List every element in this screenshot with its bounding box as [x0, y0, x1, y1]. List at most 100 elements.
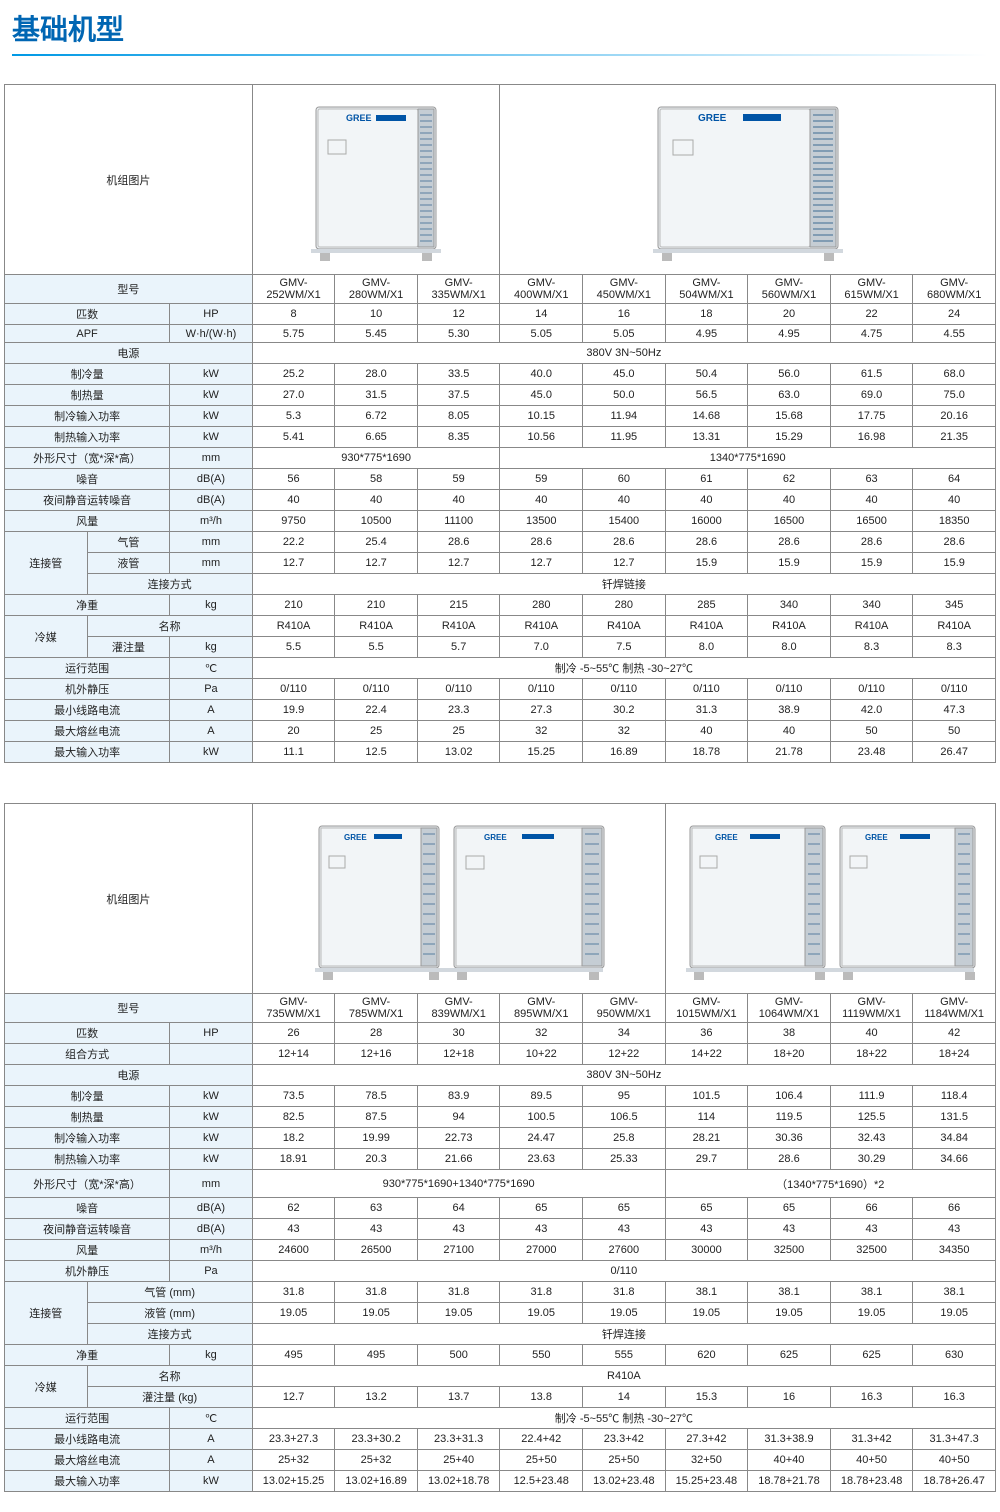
data-cell: 18.2 [252, 1128, 335, 1149]
row-label: 最大熔丝电流 [5, 721, 170, 742]
row-label: 夜间静音运转噪音 [5, 1219, 170, 1240]
data-cell: 0/110 [335, 679, 418, 700]
svg-text:GREE: GREE [344, 833, 367, 842]
data-cell: 47.3 [913, 700, 996, 721]
data-cell: 82.5 [252, 1107, 335, 1128]
data-cell: 31.3 [665, 700, 748, 721]
table-row: 风量m³/h9750105001110013500154001600016500… [5, 511, 996, 532]
data-cell: 10 [335, 304, 418, 325]
data-cell: 5.3 [252, 406, 335, 427]
data-cell: 13.31 [665, 427, 748, 448]
data-cell: 30 [417, 1023, 500, 1044]
data-cell: 13.02+23.48 [583, 1471, 666, 1492]
row-label: 制冷量 [5, 364, 170, 385]
data-cell: 83.9 [417, 1086, 500, 1107]
row-unit: Pa [170, 679, 253, 700]
data-cell: 66 [913, 1198, 996, 1219]
data-cell: 18+22 [830, 1044, 913, 1065]
data-cell: 31.5 [335, 385, 418, 406]
data-cell: 16500 [748, 511, 831, 532]
data-cell: 27.0 [252, 385, 335, 406]
data-cell: 25+32 [335, 1450, 418, 1471]
table-row: 最大熔丝电流A25+3225+3225+4025+5025+5032+5040+… [5, 1450, 996, 1471]
data-cell: 36 [665, 1023, 748, 1044]
row-unit: A [170, 1450, 253, 1471]
row-label: 制冷输入功率 [5, 1128, 170, 1149]
row-unit: W·h/(W·h) [170, 325, 253, 343]
data-cell: 62 [252, 1198, 335, 1219]
data-cell: 10.56 [500, 427, 583, 448]
data-cell: 18.78+23.48 [830, 1471, 913, 1492]
data-cell: 118.4 [913, 1086, 996, 1107]
data-cell: 40 [830, 490, 913, 511]
data-cell: 65 [665, 1198, 748, 1219]
data-cell: 25.2 [252, 364, 335, 385]
data-cell: 18+20 [748, 1044, 831, 1065]
data-cell: 22.4 [335, 700, 418, 721]
data-cell: 34 [583, 1023, 666, 1044]
data-cell: 32.43 [830, 1128, 913, 1149]
data-cell: 43 [665, 1219, 748, 1240]
data-cell: 32500 [830, 1240, 913, 1261]
data-cell: 43 [252, 1219, 335, 1240]
table-row: 匹数HP81012141618202224 [5, 304, 996, 325]
row-unit: dB(A) [170, 469, 253, 490]
svg-text:GREE: GREE [698, 113, 727, 124]
data-cell: 0/110 [748, 679, 831, 700]
data-cell: 25 [335, 721, 418, 742]
row-unit: HP [170, 304, 253, 325]
data-cell: 40 [665, 490, 748, 511]
data-cell: 40+50 [830, 1450, 913, 1471]
svg-text:GREE: GREE [484, 833, 507, 842]
data-cell: 56 [252, 469, 335, 490]
data-cell: 64 [913, 469, 996, 490]
table-row: 制冷输入功率kW18.219.9922.7324.4725.828.2130.3… [5, 1128, 996, 1149]
data-cell: 61.5 [830, 364, 913, 385]
data-cell: 59 [500, 469, 583, 490]
unit-img-large: GREE [500, 85, 996, 275]
data-cell: 100.5 [500, 1107, 583, 1128]
data-cell: 40 [748, 721, 831, 742]
unit-img-combo-2: GREE GREE [665, 804, 995, 994]
table-row: 制热量kW82.587.594100.5106.5114119.5125.513… [5, 1107, 996, 1128]
data-cell: 50.4 [665, 364, 748, 385]
data-cell: 87.5 [335, 1107, 418, 1128]
data-cell: 27600 [583, 1240, 666, 1261]
data-cell: 38.9 [748, 700, 831, 721]
data-cell: 61 [665, 469, 748, 490]
data-cell: 24.47 [500, 1128, 583, 1149]
data-cell: 4.55 [913, 325, 996, 343]
data-cell: 28.6 [748, 1149, 831, 1170]
data-cell: 18.78+26.47 [913, 1471, 996, 1492]
data-cell: 43 [748, 1219, 831, 1240]
svg-text:GREE: GREE [865, 833, 888, 842]
row-label: 最大熔丝电流 [5, 1450, 170, 1471]
data-cell: 65 [748, 1198, 831, 1219]
data-cell: 30.2 [583, 700, 666, 721]
ac-unit-icon: GREE [648, 95, 848, 265]
data-cell: 131.5 [913, 1107, 996, 1128]
data-cell: 5.30 [417, 325, 500, 343]
row-unit: kW [170, 1149, 253, 1170]
data-cell: 18+24 [913, 1044, 996, 1065]
data-cell: 8 [252, 304, 335, 325]
data-cell: 75.0 [913, 385, 996, 406]
data-cell: 12.5 [335, 742, 418, 763]
data-cell: 37.5 [417, 385, 500, 406]
data-cell: 20.3 [335, 1149, 418, 1170]
data-cell: 25+50 [583, 1450, 666, 1471]
model-row: 型号 GMV-252WM/X1GMV-280WM/X1GMV-335WM/X1G… [5, 275, 996, 304]
row-label: 风量 [5, 511, 170, 532]
row-label: APF [5, 325, 170, 343]
table-row: 制冷量kW73.578.583.989.595101.5106.4111.911… [5, 1086, 996, 1107]
title-underline [12, 54, 988, 56]
data-cell: 34.84 [913, 1128, 996, 1149]
data-cell: 95 [583, 1086, 666, 1107]
data-cell: 106.5 [583, 1107, 666, 1128]
data-cell: 18 [665, 304, 748, 325]
data-cell: 0/110 [252, 679, 335, 700]
data-cell: 33.5 [417, 364, 500, 385]
data-cell: 23.48 [830, 742, 913, 763]
data-cell: 11100 [417, 511, 500, 532]
data-cell: 11.95 [583, 427, 666, 448]
